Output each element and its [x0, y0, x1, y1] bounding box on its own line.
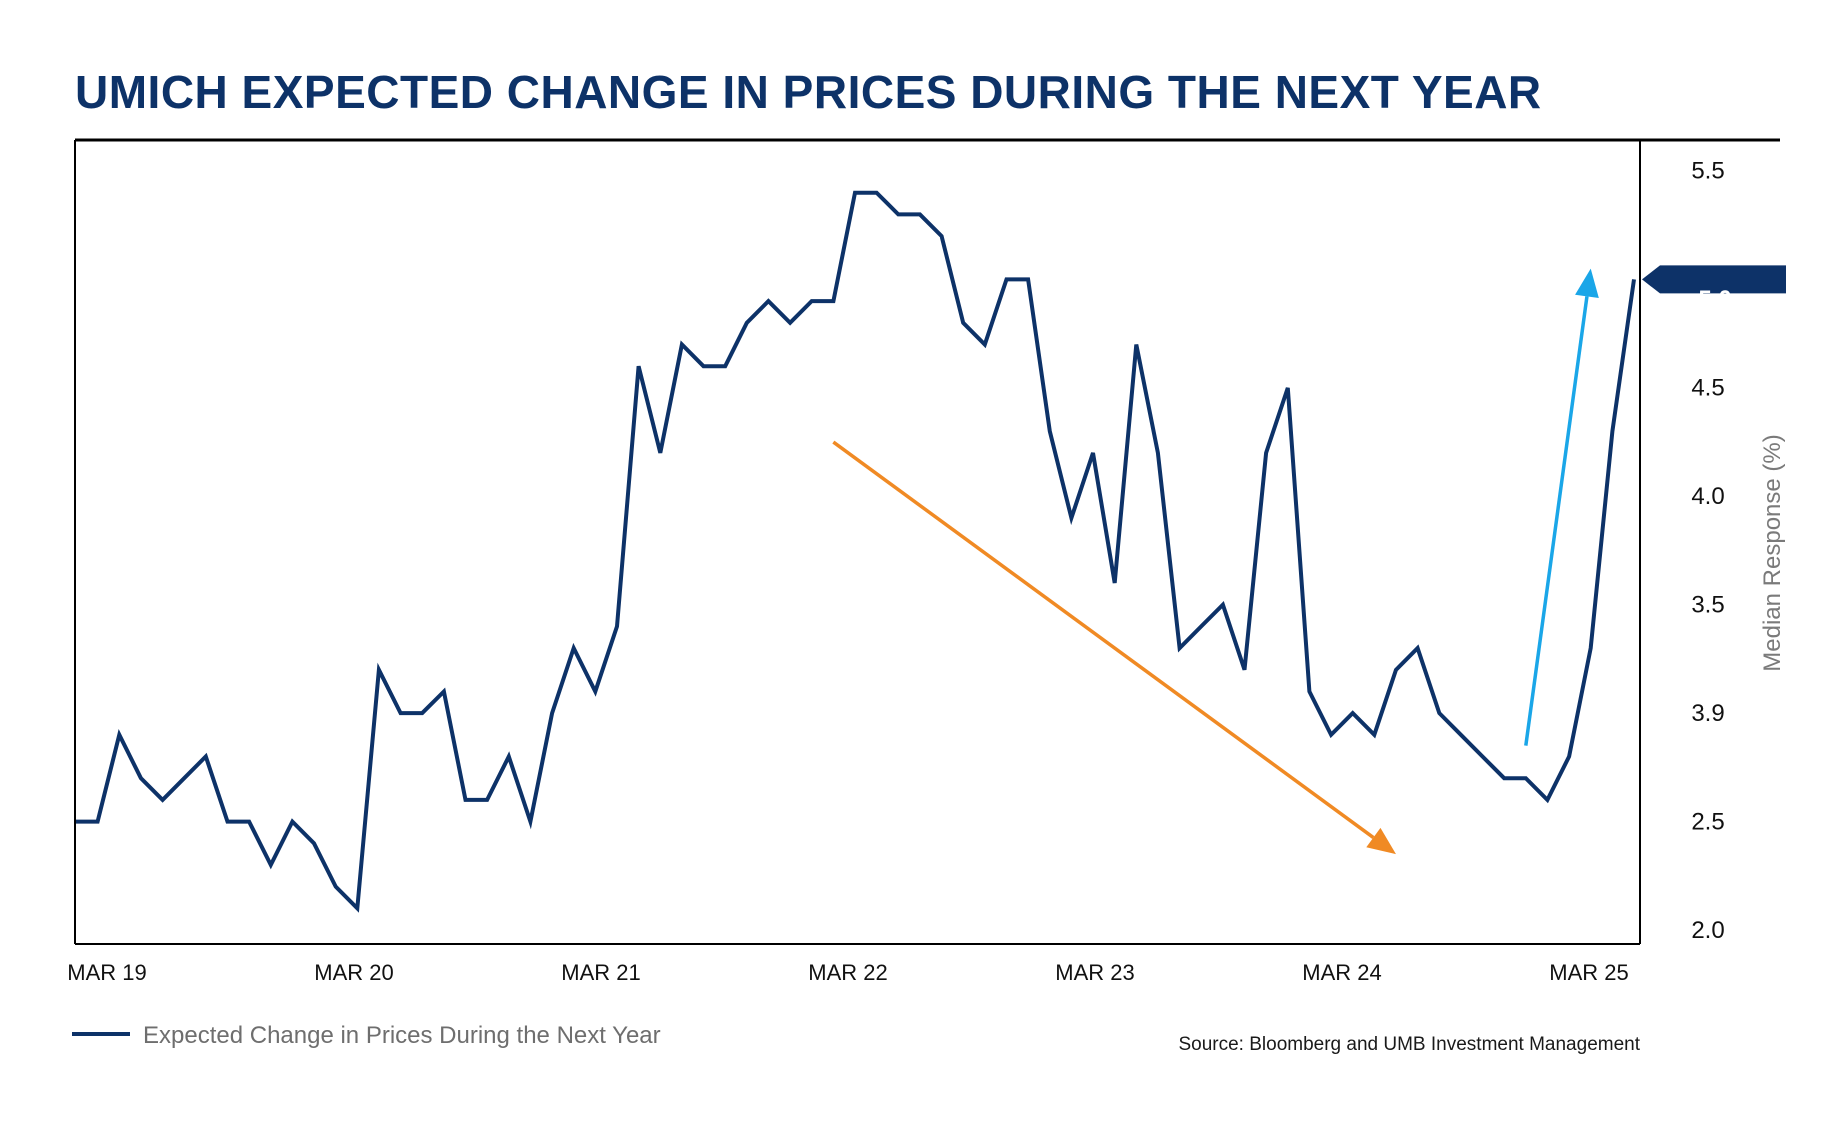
last-value-badge: 5.0 — [1642, 265, 1786, 313]
x-tick-label: MAR 25 — [1549, 960, 1628, 985]
x-tick-label: MAR 23 — [1055, 960, 1134, 985]
last-value-label: 5.0 — [1698, 286, 1731, 313]
source-note: Source: Bloomberg and UMB Investment Man… — [1178, 1034, 1640, 1055]
x-tick-label: MAR 21 — [561, 960, 640, 985]
series-group — [76, 190, 1636, 913]
y-tick-label: 5.5 — [1691, 158, 1724, 185]
x-axis-ticks: MAR 19 MAR 20 MAR 21 MAR 22 MAR 23 MAR 24 MAR … — [67, 960, 1628, 985]
chart-title: UMICH EXPECTED CHANGE IN PRICES DURING T… — [75, 66, 1542, 118]
x-tick-label: MAR 19 — [67, 960, 146, 985]
trend-arrow-up-head — [1575, 268, 1599, 298]
y-axis-label: Median Response (%) — [1759, 434, 1786, 671]
legend-label: Expected Change in Prices During the Nex… — [143, 1022, 661, 1049]
y-tick-label: 2.5 — [1691, 809, 1724, 836]
annotations — [832, 268, 1599, 855]
y-tick-label: 4.0 — [1691, 483, 1724, 510]
trend-arrow-down-head — [1366, 827, 1396, 855]
x-tick-label: MAR 24 — [1302, 960, 1381, 985]
y-tick-label: 4.5 — [1691, 375, 1724, 402]
legend: Expected Change in Prices During the Nex… — [72, 1022, 661, 1049]
last-value-badge-shape — [1642, 265, 1786, 294]
trend-arrow-up — [1524, 296, 1589, 746]
y-tick-label: 2.0 — [1691, 917, 1724, 944]
y-tick-label: 3.5 — [1691, 592, 1724, 619]
x-tick-label: MAR 22 — [808, 960, 887, 985]
series-line — [76, 190, 1636, 913]
x-tick-label: MAR 20 — [314, 960, 393, 985]
y-tick-label: 3.9 — [1691, 700, 1724, 727]
trend-arrow-down — [832, 440, 1375, 839]
